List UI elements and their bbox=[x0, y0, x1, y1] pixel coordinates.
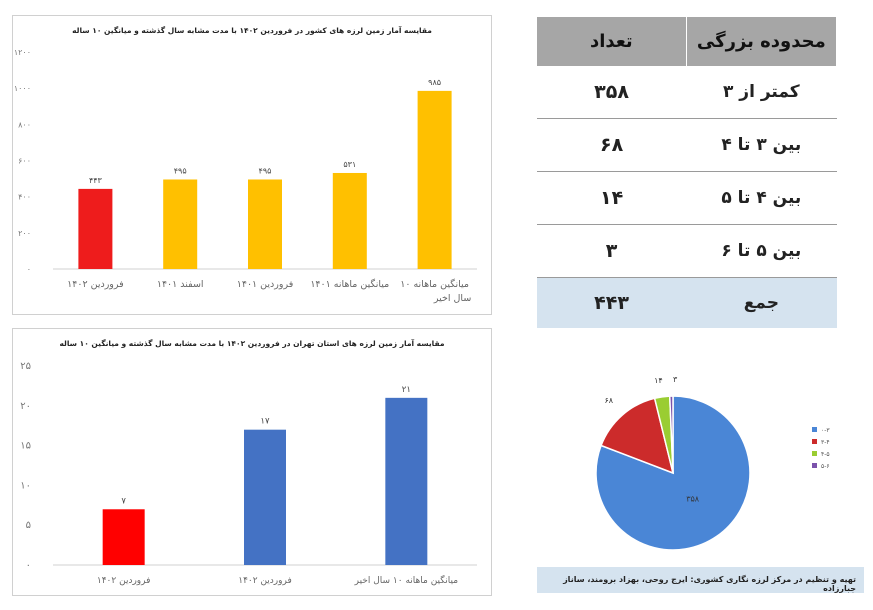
legend-swatch bbox=[812, 463, 817, 468]
bar-value-label: ۴۹۵ bbox=[174, 166, 187, 175]
bar bbox=[244, 429, 286, 565]
table-total-row: جمع ۴۴۳ bbox=[537, 277, 837, 328]
x-category-label: فروردین ۱۴۰۱ bbox=[237, 279, 294, 290]
bar-value-label: ۲۱ bbox=[402, 385, 411, 395]
range-cell: بین ۵ تا ۶ bbox=[686, 224, 837, 278]
tehran-earthquake-bar-chart: مقایسه آمار زمین لرزه های استان تهران در… bbox=[12, 328, 492, 596]
y-tick-label: ۶۰۰ bbox=[18, 157, 31, 166]
range-cell: بین ۴ تا ۵ bbox=[686, 171, 837, 225]
bar-value-label: ۴۹۵ bbox=[259, 166, 272, 175]
y-tick-label: ۱۰۰۰ bbox=[14, 84, 31, 93]
bar bbox=[248, 179, 282, 269]
table-row: بین ۳ تا ۴ ۶۸ bbox=[537, 118, 837, 172]
table-header-row: محدوده بزرگی تعداد bbox=[537, 17, 838, 66]
pie-value-label: ۳۵۸ bbox=[686, 495, 700, 504]
y-tick-label: ۰ bbox=[26, 560, 31, 571]
total-label-cell: جمع bbox=[686, 277, 837, 328]
table-row: بین ۴ تا ۵ ۱۴ bbox=[537, 171, 837, 225]
bar-value-label: ۷ bbox=[121, 496, 126, 506]
table-row: کمتر از ۳ ۳۵۸ bbox=[537, 66, 837, 119]
magnitude-pie-chart: ۳۵۸ ۶۸ ۱۴ ۳ ۰-۳ ۳-۴ ۴-۵ ۵-۶ bbox=[560, 358, 860, 558]
bar bbox=[163, 179, 198, 269]
column-header-range: محدوده بزرگی bbox=[686, 17, 838, 66]
legend-swatch bbox=[812, 427, 817, 432]
pie-slice bbox=[595, 395, 751, 551]
range-cell: کمتر از ۳ bbox=[686, 66, 837, 119]
chart-canvas: ۰ ۵ ۱۰ ۱۵ ۲۰ ۲۵ ۷ فروردین ۱۴۰۲ ۱۷ فروردین ۱۴۰۲ ۲۱ م… bbox=[20, 361, 477, 586]
bar-value-label: ۱۷ bbox=[260, 417, 270, 427]
y-tick-label: ۲۵ bbox=[20, 361, 31, 372]
legend-label: ۰-۳ bbox=[821, 427, 830, 434]
bar-value-label: ۵۳۱ bbox=[343, 160, 356, 169]
bar-value-label: ۹۸۵ bbox=[428, 78, 441, 87]
pie-canvas: ۳۵۸ ۶۸ ۱۴ ۳ ۰-۳ ۳-۴ ۴-۵ ۵-۶ bbox=[595, 375, 830, 551]
bar-value-label: ۴۴۳ bbox=[89, 176, 103, 185]
bar bbox=[78, 188, 113, 269]
y-tick-label: ۵ bbox=[26, 520, 31, 531]
chart-canvas: ۰ ۲۰۰ ۴۰۰ ۶۰۰ ۸۰۰ ۱۰۰۰ ۱۲۰۰ ۴۴۳ فروردین ۱۴۰۲ ۴۹۵ ا… bbox=[14, 48, 477, 304]
y-tick-label: ۴۰۰ bbox=[18, 193, 31, 202]
pie-value-label: ۶۸ bbox=[604, 396, 613, 405]
count-cell: ۶۸ bbox=[537, 118, 687, 172]
y-tick-label: ۰ bbox=[27, 265, 31, 274]
bar bbox=[102, 509, 145, 565]
y-tick-label: ۱۵ bbox=[20, 441, 31, 452]
column-header-count: تعداد bbox=[537, 17, 687, 66]
count-cell: ۳ bbox=[537, 224, 687, 278]
x-category-label: میانگین ماهانه ۱۰ سال اخیر bbox=[354, 574, 459, 586]
legend-label: ۴-۵ bbox=[821, 451, 830, 458]
x-category-label: فروردین ۱۴۰۲ bbox=[238, 576, 292, 586]
y-tick-label: ۲۰ bbox=[20, 401, 31, 412]
pie-value-label: ۳ bbox=[673, 375, 678, 384]
pie-slice bbox=[600, 397, 675, 475]
legend-swatch bbox=[812, 451, 817, 456]
legend-swatch bbox=[812, 439, 817, 444]
national-earthquake-bar-chart: مقایسه آمار زمین لرزه های کشور در فروردی… bbox=[12, 15, 492, 315]
total-count-cell: ۴۴۳ bbox=[537, 277, 687, 328]
credit-note: تهیه و تنظیم در مرکز لرزه نگاری کشوری: ا… bbox=[537, 567, 864, 593]
bar bbox=[385, 397, 428, 565]
bar bbox=[332, 172, 367, 269]
x-category-label: میانگین ماهانه ۱۰ سال اخیر bbox=[400, 278, 471, 304]
chart-title: مقایسه آمار زمین لرزه های کشور در فروردی… bbox=[72, 26, 432, 35]
count-cell: ۳۵۸ bbox=[537, 66, 687, 119]
bar bbox=[417, 90, 452, 269]
pie-value-label: ۱۴ bbox=[654, 376, 663, 385]
pie-slice bbox=[668, 395, 674, 474]
y-tick-label: ۱۰ bbox=[20, 480, 31, 491]
x-category-label: اسفند ۱۴۰۱ bbox=[157, 279, 204, 290]
y-tick-label: ۸۰۰ bbox=[18, 120, 31, 129]
range-cell: بین ۳ تا ۴ bbox=[686, 118, 837, 172]
legend-label: ۵-۶ bbox=[821, 463, 830, 470]
table-row: بین ۵ تا ۶ ۳ bbox=[537, 224, 837, 278]
magnitude-count-table: محدوده بزرگی تعداد کمتر از ۳ ۳۵۸ بین ۳ ت… bbox=[537, 17, 838, 328]
x-category-label: فروردین ۱۴۰۲ bbox=[97, 576, 151, 586]
count-cell: ۱۴ bbox=[537, 171, 687, 225]
y-tick-label: ۲۰۰ bbox=[18, 229, 31, 238]
chart-title: مقایسه آمار زمین لرزه های استان تهران در… bbox=[59, 339, 445, 348]
y-tick-label: ۱۲۰۰ bbox=[14, 48, 31, 57]
x-category-label: میانگین ماهانه ۱۴۰۱ bbox=[310, 278, 389, 290]
legend-label: ۳-۴ bbox=[821, 439, 830, 446]
x-category-label: فروردین ۱۴۰۲ bbox=[67, 279, 124, 290]
